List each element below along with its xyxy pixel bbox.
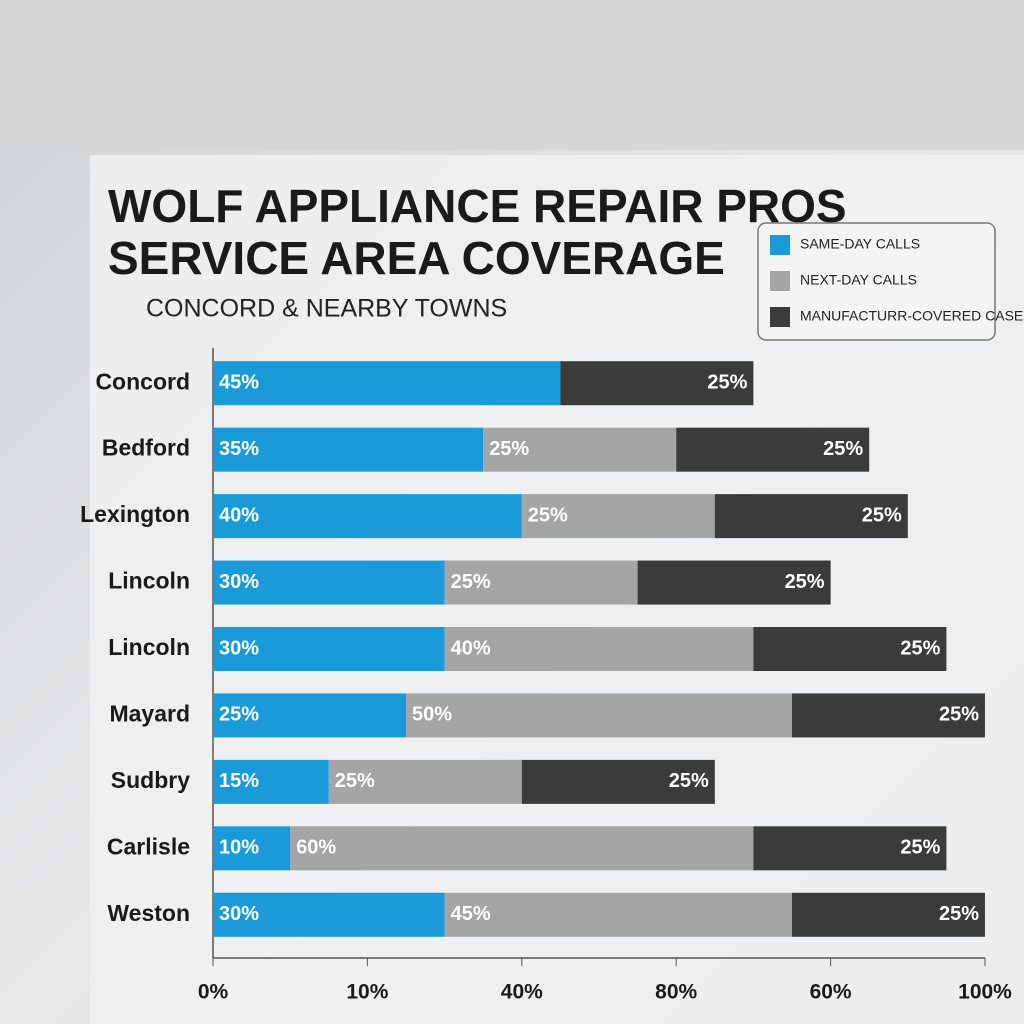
value-label: 25% <box>862 504 902 526</box>
bar-segment <box>213 627 445 671</box>
bar-segment <box>676 427 870 472</box>
bar-segment <box>213 693 406 738</box>
chart-subtitle: CONCORD & NEARBY TOWNS <box>146 295 507 323</box>
bar-segment <box>290 826 754 871</box>
value-label: 35% <box>219 438 259 460</box>
chart-title: WOLF APPLIANCE REPAIR PROS <box>108 180 847 232</box>
bar-segment <box>753 627 947 671</box>
x-tick-label: 60% <box>810 981 852 1004</box>
bar-segment <box>328 759 522 804</box>
bar-segment <box>560 361 754 406</box>
bar-segment <box>714 494 908 539</box>
x-tick-label: 80% <box>655 981 697 1004</box>
category-label: Lincoln <box>108 634 190 660</box>
category-label: Carlisle <box>107 833 190 859</box>
legend-swatch <box>770 307 790 327</box>
value-label: 25% <box>939 704 979 726</box>
value-label: 25% <box>489 438 529 460</box>
legend-swatch <box>770 271 790 291</box>
bar-segment <box>521 494 715 539</box>
category-label: Sudbry <box>111 767 190 793</box>
value-label: 10% <box>219 837 259 859</box>
value-label: 45% <box>219 372 259 394</box>
value-label: 25% <box>939 903 979 925</box>
x-tick-label: 40% <box>501 981 543 1004</box>
value-label: 25% <box>707 372 747 394</box>
value-label: 15% <box>219 770 259 792</box>
bar-segment <box>213 892 445 937</box>
bar-segment <box>213 494 522 539</box>
category-label: Weston <box>107 900 190 926</box>
legend-label: SAME-DAY CALLS <box>800 236 920 252</box>
x-tick-label: 10% <box>346 981 388 1004</box>
value-label: 25% <box>900 637 940 659</box>
value-label: 25% <box>219 704 259 726</box>
ceiling <box>0 0 1024 150</box>
value-label: 40% <box>219 504 259 526</box>
category-label: Bedford <box>102 435 190 461</box>
bar-segment <box>444 627 754 671</box>
category-label: Lexington <box>80 501 190 527</box>
legend-box <box>757 222 996 341</box>
value-label: 25% <box>451 571 491 593</box>
bar-segment <box>213 826 291 871</box>
value-label: 25% <box>785 571 825 593</box>
x-tick-label: 0% <box>198 981 229 1004</box>
bar-segment <box>444 892 792 937</box>
category-label: Lincoln <box>108 568 190 594</box>
value-label: 30% <box>219 571 259 593</box>
bar-segment <box>637 560 831 605</box>
bar-segment <box>213 427 484 472</box>
value-label: 25% <box>823 438 863 460</box>
value-label: 25% <box>335 770 375 792</box>
value-label: 30% <box>219 903 259 925</box>
bar-segment <box>444 560 638 605</box>
category-label: Mayard <box>109 701 190 727</box>
bar-segment <box>483 427 677 472</box>
value-label: 60% <box>296 837 336 859</box>
bar-segment <box>213 759 329 804</box>
bar-segment <box>521 759 715 804</box>
value-label: 30% <box>219 637 259 659</box>
legend-swatch <box>770 235 790 255</box>
value-label: 25% <box>528 504 568 526</box>
legend-label: MANUFACTURR-COVERED CASES <box>800 308 1024 324</box>
value-label: 50% <box>412 704 452 726</box>
value-label: 45% <box>451 903 491 925</box>
bar-segment <box>753 826 947 871</box>
category-label: Concord <box>95 368 190 394</box>
bar-segment <box>213 361 561 406</box>
bar-segment <box>213 560 445 605</box>
chart-title: SERVICE AREA COVERAGE <box>108 232 725 284</box>
value-label: 25% <box>900 837 940 859</box>
bar-segment <box>406 693 792 738</box>
x-tick-label: 100% <box>958 981 1012 1004</box>
value-label: 40% <box>451 637 491 659</box>
bar-segment <box>792 693 985 738</box>
bar-segment <box>792 892 985 937</box>
value-label: 25% <box>669 770 709 792</box>
legend-label: NEXT-DAY CALLS <box>800 272 917 288</box>
